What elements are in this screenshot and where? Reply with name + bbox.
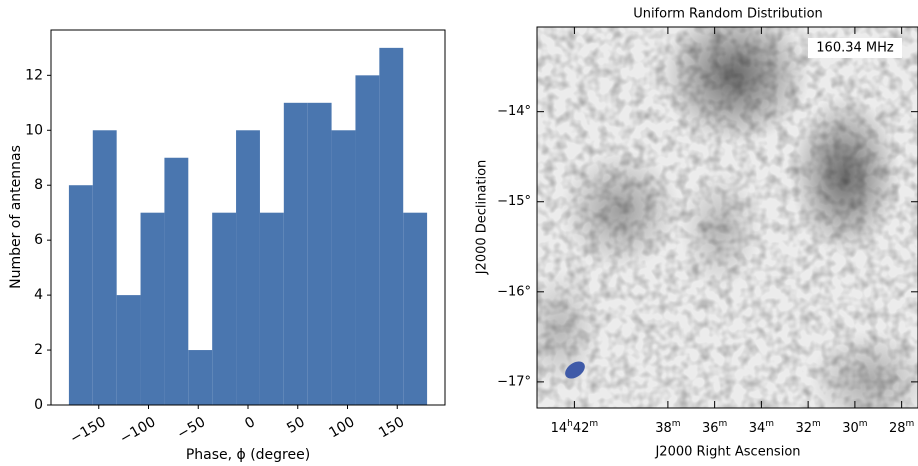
x-tick-label: 36m [702,419,727,436]
right-panel: Uniform Random Distribution 160.34 MHz J… [475,7,915,460]
annotation: 160.34 MHz [816,41,894,56]
radio-image [537,27,918,408]
bar [92,130,117,405]
y-tick-label: −17° [497,374,531,389]
y-tick-label: −16° [497,284,531,299]
y-axis-label: J2000 Declination [475,160,490,276]
bar [140,212,165,405]
x-tick-label: 0 [242,414,258,432]
image-frame [536,26,918,409]
x-tick-label: 30m [842,419,867,436]
bar [355,75,380,405]
image-title: Uniform Random Distribution [633,7,823,22]
x-axis-label: Phase, ϕ (degree) [186,447,310,463]
bar [164,157,189,405]
bar [307,102,332,406]
bar [379,47,404,405]
x-tick-label: 100 [326,414,357,441]
x-axis-label: J2000 Right Ascension [654,445,800,460]
x-tick-label: 34m [749,419,774,436]
y-tick-label: 8 [34,177,43,193]
x-tick-label: 38m [655,419,680,436]
x-tick-label: −50 [175,414,209,443]
x-tick-label: −100 [117,414,158,447]
y-tick-label: 2 [34,342,43,358]
x-tick-label: −150 [67,414,108,447]
bar [331,130,356,405]
y-tick-label: 10 [25,122,43,138]
bar [403,212,428,405]
bar [116,295,141,405]
beam [565,361,585,379]
x-tick-label: 28m [889,419,914,436]
y-tick-label: 12 [25,67,43,83]
y-tick-label: −15° [497,194,531,209]
y-tick-label: −14° [497,104,531,119]
x-tick-label: 50 [284,414,307,437]
x-tick-label: 32m [795,419,820,436]
x-tick-label: 150 [376,414,407,441]
annotation-box [808,38,902,58]
bar [68,185,93,405]
x-tick-label: 14h42m [551,419,599,436]
y-tick-label: 4 [34,287,43,303]
bar [188,350,213,405]
y-tick-label: 0 [34,397,43,413]
y-tick-label: 6 [34,232,43,248]
y-axis-label: Number of antennas [8,145,24,289]
bar [259,212,284,405]
bar [283,102,308,406]
bar [236,130,260,405]
bar [212,212,237,405]
